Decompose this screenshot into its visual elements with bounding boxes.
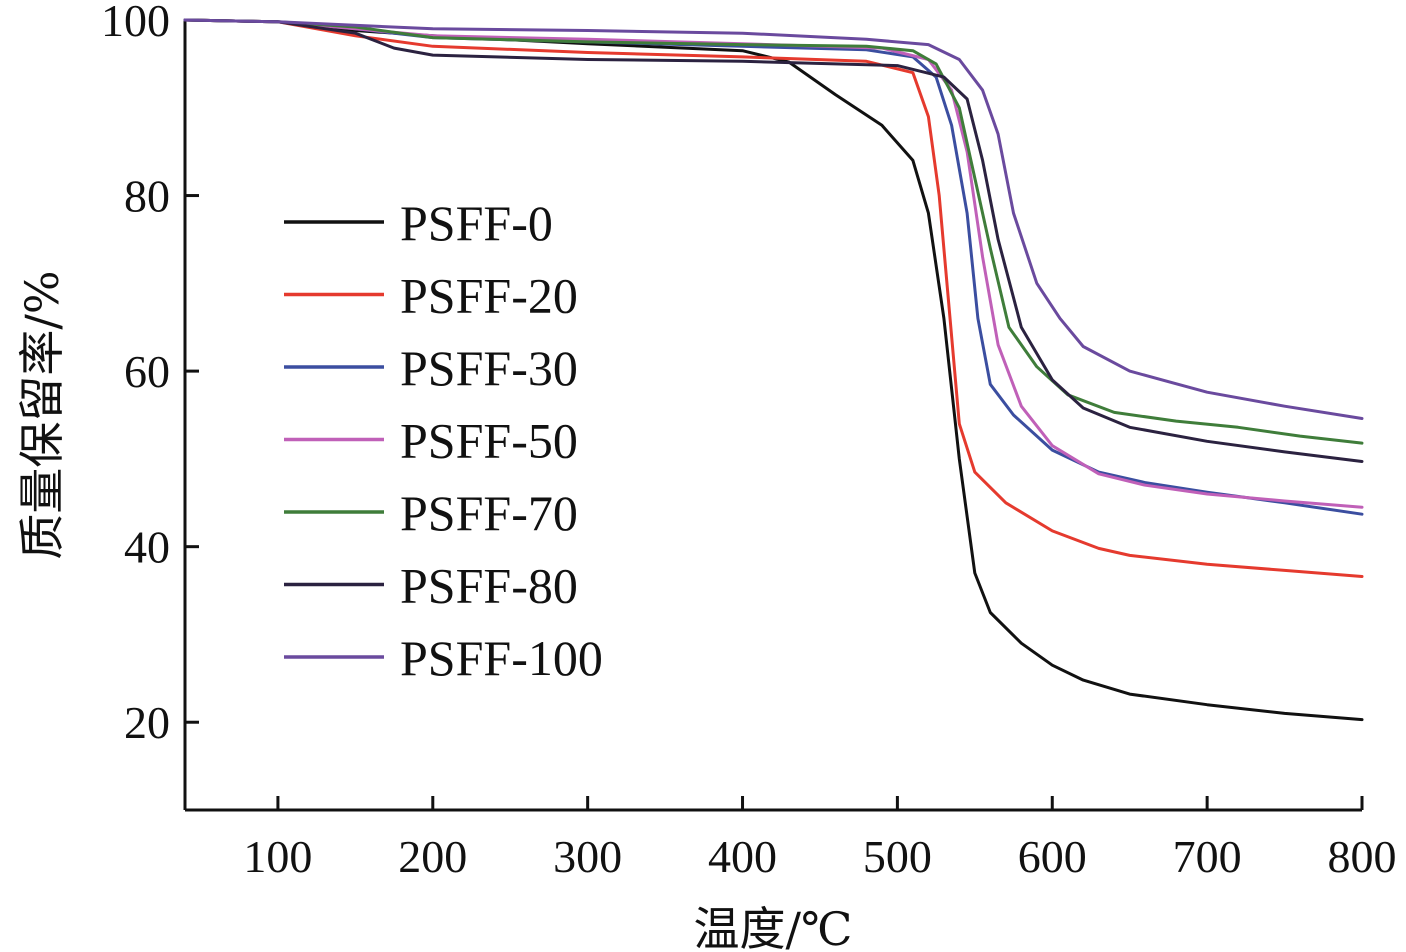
x-tick-label: 700 bbox=[1173, 831, 1242, 882]
series-line-psff-20 bbox=[183, 18, 1364, 578]
y-tick-label: 40 bbox=[124, 522, 170, 573]
x-tick-label: 200 bbox=[398, 831, 467, 882]
series-line-psff-50 bbox=[183, 18, 1364, 509]
x-tick-label: 600 bbox=[1018, 831, 1087, 882]
legend-label: PSFF-20 bbox=[400, 268, 578, 324]
series-line-psff-100 bbox=[183, 18, 1364, 420]
x-tick-label: 300 bbox=[553, 831, 622, 882]
legend-label: PSFF-50 bbox=[400, 413, 578, 469]
axes bbox=[183, 20, 1362, 812]
legend: PSFF-0 PSFF-20 PSFF-30 PSFF-50 PSFF-70 PSFF-8… bbox=[284, 195, 603, 686]
x-tick-label: 800 bbox=[1328, 831, 1397, 882]
x-tick-label: 100 bbox=[243, 831, 312, 882]
legend-label: PSFF-0 bbox=[400, 195, 553, 251]
x-tick-label: 400 bbox=[708, 831, 777, 882]
legend-label: PSFF-80 bbox=[400, 558, 578, 614]
y-tick-label: 20 bbox=[124, 697, 170, 748]
series-line-psff-80 bbox=[183, 18, 1364, 463]
x-tick-label: 500 bbox=[863, 831, 932, 882]
legend-label: PSFF-100 bbox=[400, 630, 603, 686]
series-line-psff-70 bbox=[183, 18, 1364, 445]
y-tick-label: 100 bbox=[101, 0, 170, 46]
y-tick-label: 60 bbox=[124, 346, 170, 397]
x-ticks: 100 200 300 400 500 600 700 800 bbox=[243, 796, 1397, 882]
series-line-psff-0 bbox=[183, 18, 1364, 722]
y-axis-title: 质量保留率/% bbox=[15, 270, 69, 559]
x-axis-title: 温度/℃ bbox=[694, 902, 853, 952]
series-group bbox=[183, 18, 1364, 722]
legend-label: PSFF-70 bbox=[400, 485, 578, 541]
y-ticks: 20 40 60 80 100 bbox=[101, 0, 199, 748]
y-tick-label: 80 bbox=[124, 171, 170, 222]
legend-label: PSFF-30 bbox=[400, 340, 578, 396]
